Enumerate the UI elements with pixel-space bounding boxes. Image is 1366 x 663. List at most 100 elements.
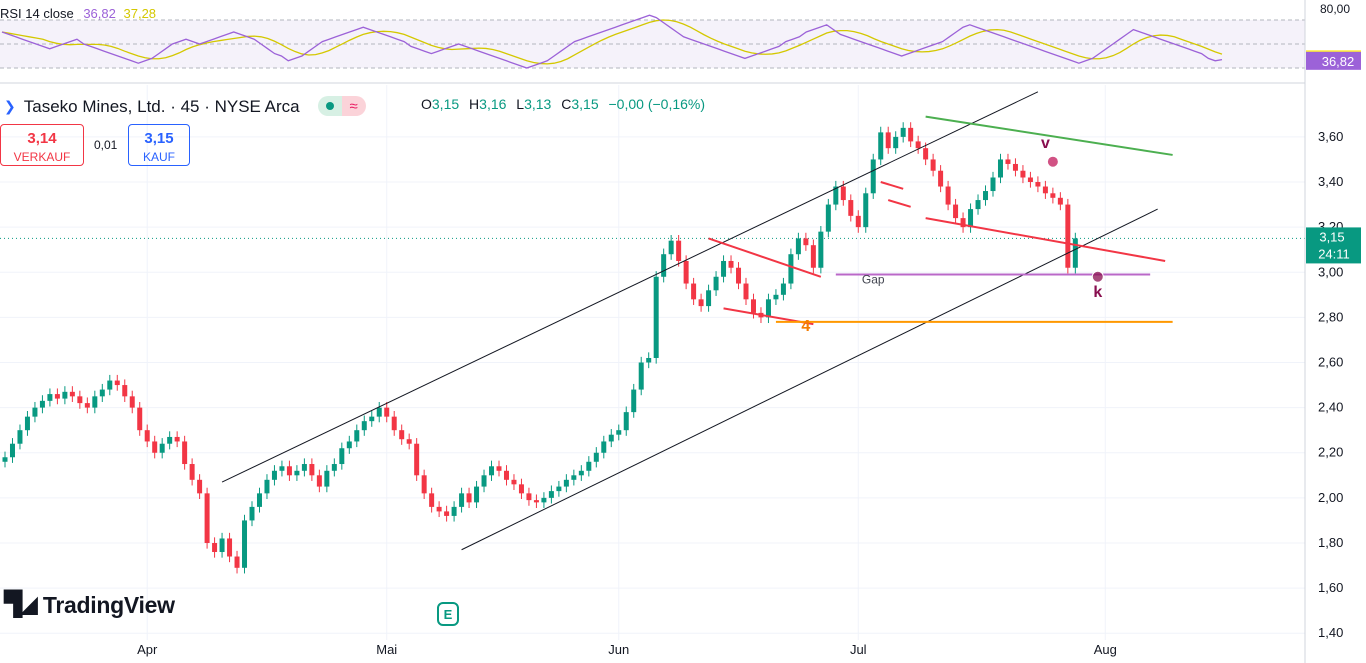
price-axis[interactable]: 3,603,403,203,002,802,602,402,202,001,80… [1304,0,1361,663]
candle-body [174,436,180,442]
candle-body [975,200,981,210]
candle-body [414,443,420,476]
candle-body [77,396,83,404]
sell-button[interactable]: 3,14 VERKAUF [0,124,84,166]
candle-body [518,484,524,494]
tradingview-mark-icon: ▜◢ [4,591,38,618]
pivot-marker [1046,155,1059,168]
candle-body [309,464,315,476]
annotation-label: 4 [801,318,810,335]
candle-body [122,385,128,397]
status-pill[interactable]: ≈ [317,96,366,116]
candle-body [406,439,412,444]
candle-body [339,448,345,465]
trend-line [887,199,911,208]
candle-body [264,479,270,494]
candle-body [653,276,659,358]
candle-body [301,464,307,471]
candle-body [369,416,375,422]
rsi-value-box [1306,51,1361,70]
candle-body [474,486,480,503]
candle-body [466,493,472,503]
rsi-ma-value: 37,28 [123,6,157,21]
candle-body [990,177,996,192]
sell-label: VERKAUF [13,150,71,164]
candle-body [137,407,143,431]
logo-text: TradingView [42,591,175,618]
candle-body [1042,186,1048,194]
trend-line [708,237,822,278]
candle-body [571,475,577,480]
candle-body [863,193,869,228]
tradingview-logo[interactable]: ▜◢ TradingView [4,593,175,617]
trend-drawings[interactable] [221,91,1173,551]
symbol-header[interactable]: ❯ Taseko Mines, Ltd. · 45 · NYSE Arca ≈ [4,96,366,116]
candle-body [953,204,959,219]
candle-body [750,299,756,313]
price-grid [0,82,1305,640]
candle-body [271,470,277,480]
candle-body [1012,163,1018,171]
annotation-label: Gap [862,273,885,287]
time-axis[interactable]: Apr Mai Jun Jul Aug [137,642,1117,657]
candle-body [638,362,644,390]
candle-body [219,538,225,553]
candle-body [47,394,53,401]
candle-body [788,254,794,284]
candle-body [234,556,240,568]
candle-body [997,159,1003,178]
candle-body [533,500,539,503]
candle-body [503,470,509,480]
candle-body [459,493,465,507]
price-tick-label: 3,00 [1318,264,1343,279]
candle-body [324,470,330,487]
candle-body [691,283,697,300]
candle-body [9,443,15,458]
candle-body [526,493,532,501]
candle-body [563,479,569,487]
candle-body [1027,177,1033,183]
candle-body [62,391,68,399]
spread-value: 0,01 [94,138,118,152]
candle-body [803,238,809,246]
current-price-label: 3,15 [1319,229,1344,244]
earnings-badge[interactable]: E [437,602,459,626]
rsi-label: RSI 14 close [0,6,74,21]
candle-body [541,497,547,503]
rsi-ma-line [1,19,1223,65]
price-tick-label: 2,20 [1318,445,1343,460]
buy-label: KAUF [142,150,175,164]
candle-body [99,389,105,397]
close-value: 3,15 [571,96,599,112]
candle-body [908,127,914,142]
high-value: 3,16 [479,96,507,112]
price-tick-label: 2,40 [1318,400,1343,415]
candle-body [354,430,360,442]
candle-body [578,470,584,476]
rsi-legend[interactable]: RSI 14 close 36,82 37,28 [0,7,156,20]
candle-body [631,389,637,413]
candle-body [765,299,771,318]
candle-body [384,407,390,417]
candle-body [144,430,150,442]
candle-body [721,260,727,277]
annotation-label: k [1093,284,1102,301]
candle-body [391,416,397,431]
candle-body [676,240,682,261]
candle-body [212,542,218,553]
chevron-right-icon[interactable]: ❯ [4,98,16,114]
rsi-line [1,14,1223,69]
candle-body [810,245,816,268]
candle-body [249,506,255,521]
candle-body [256,493,262,507]
candlestick-series [2,122,1078,574]
candle-body [421,475,427,494]
candle-body [818,231,824,268]
ohlc-readout: O3,15 H3,16 L3,13 C3,15 −0,00 (−0,16%) [421,97,711,111]
buy-button[interactable]: 3,15 KAUF [128,124,190,166]
candle-body [1005,159,1011,164]
candle-body [481,475,487,487]
candle-body [795,238,801,255]
market-open-icon [317,96,342,116]
